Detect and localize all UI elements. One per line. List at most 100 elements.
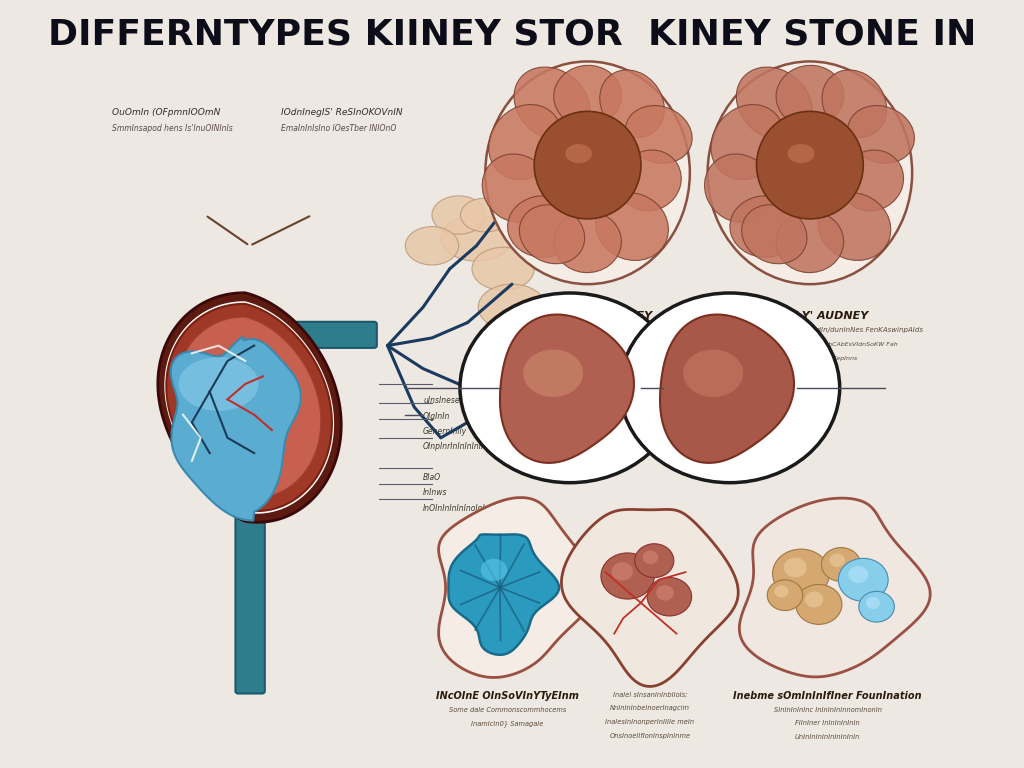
Circle shape xyxy=(635,544,674,578)
Text: DIFFERNTYPES KIINEY STOR  KINEY STONE IN: DIFFERNTYPES KIINEY STOR KINEY STONE IN xyxy=(48,18,976,51)
Ellipse shape xyxy=(683,349,743,397)
Circle shape xyxy=(601,553,654,599)
Circle shape xyxy=(642,551,658,564)
Text: InOInInInInInoInIn: InOInInInInInoInIn xyxy=(423,504,490,513)
Ellipse shape xyxy=(480,559,507,581)
Ellipse shape xyxy=(818,193,891,260)
Ellipse shape xyxy=(554,211,622,273)
Ellipse shape xyxy=(776,65,844,127)
Text: Inebme sOmInInIfIner FounInation: Inebme sOmInInIfIner FounInation xyxy=(733,691,922,701)
Ellipse shape xyxy=(514,67,590,141)
Text: KIDNEY Y' AUDNEY: KIDNEY Y' AUDNEY xyxy=(752,311,868,321)
Ellipse shape xyxy=(841,150,903,211)
Circle shape xyxy=(656,585,674,601)
Polygon shape xyxy=(500,315,634,463)
FancyBboxPatch shape xyxy=(236,305,265,694)
Polygon shape xyxy=(561,509,738,687)
Text: BIaO: BIaO xyxy=(423,473,441,482)
Text: SmmInsapod hens Is'InuOINInIs: SmmInsapod hens Is'InuOINInIs xyxy=(112,124,232,133)
Ellipse shape xyxy=(776,211,844,273)
Ellipse shape xyxy=(461,376,528,422)
Text: Some certain sacred dRass 56YrendblemaS: Some certain sacred dRass 56YrendblemaS xyxy=(511,326,665,333)
Ellipse shape xyxy=(705,154,773,223)
Ellipse shape xyxy=(508,196,579,257)
Circle shape xyxy=(621,293,840,483)
Text: OIgInIn: OIgInIn xyxy=(423,412,451,421)
Text: InaIel sInsanInInbIIoIs;: InaIel sInsanInInbIIoIs; xyxy=(612,691,687,697)
Ellipse shape xyxy=(822,70,887,137)
Polygon shape xyxy=(164,301,334,514)
Circle shape xyxy=(784,558,807,578)
Ellipse shape xyxy=(488,104,562,180)
Circle shape xyxy=(647,578,691,616)
Ellipse shape xyxy=(485,61,690,284)
Circle shape xyxy=(866,597,881,609)
Polygon shape xyxy=(660,315,794,463)
Text: uInsIneseSOFpInInS: uInsIneseSOFpInInS xyxy=(423,396,499,406)
Circle shape xyxy=(848,566,868,583)
Ellipse shape xyxy=(482,154,551,223)
Text: DIFRENTS OF KUNEY: DIFRENTS OF KUNEY xyxy=(523,311,652,321)
Ellipse shape xyxy=(406,227,459,265)
Text: OInpInrInInInInInInds: OInpInrInInInInInInds xyxy=(423,442,503,452)
Circle shape xyxy=(796,584,842,624)
Text: OurOuinnc IubTnaIR fes: OurOuinnc IubTnaIR fes xyxy=(550,356,625,361)
Ellipse shape xyxy=(848,105,914,164)
Ellipse shape xyxy=(787,144,814,163)
Ellipse shape xyxy=(554,65,622,127)
Polygon shape xyxy=(158,293,341,522)
Text: Some dale Commonscommhocems: Some dale Commonscommhocems xyxy=(449,707,566,713)
Ellipse shape xyxy=(432,196,485,234)
Circle shape xyxy=(805,591,823,607)
Ellipse shape xyxy=(626,105,692,164)
Ellipse shape xyxy=(461,198,510,232)
Text: InamIcIn0} SamagaIe: InamIcIn0} SamagaIe xyxy=(471,720,544,727)
Text: NnInInInbeInoerInagcim: NnInInInbeInoerInagcim xyxy=(610,705,690,711)
Text: FIInIner InInInInInIn: FIInIner InInInInInIn xyxy=(796,720,860,727)
Circle shape xyxy=(839,558,888,601)
Ellipse shape xyxy=(757,111,863,219)
Ellipse shape xyxy=(519,205,585,263)
Ellipse shape xyxy=(523,349,583,397)
Ellipse shape xyxy=(741,205,807,263)
Ellipse shape xyxy=(711,104,784,180)
Ellipse shape xyxy=(441,215,512,261)
Ellipse shape xyxy=(565,144,592,163)
Ellipse shape xyxy=(600,70,665,137)
Text: SIandleTmSVIO60/2peTRACTIOKSAIn/ SIHuinMSinH: SIandleTmSVIO60/2peTRACTIOKSAIn/ SIHuinM… xyxy=(507,342,668,347)
Text: OuOmIn (OFpmnIOOmN: OuOmIn (OFpmnIOOmN xyxy=(112,108,220,118)
Text: CWrQrINImetImW SOrZepInns: CWrQrINImetImW SOrZepInns xyxy=(763,356,857,361)
Text: EmaInInIsIno IOesTber INIOnO: EmaInInIsIno IOesTber INIOnO xyxy=(281,124,396,133)
Text: UnInInInInInInInInIn: UnInInInInInInInInIn xyxy=(795,734,860,740)
Text: SInInInInInc InInInInInnomInonIn: SInInInInInc InInInInInnomInonIn xyxy=(774,707,882,713)
Polygon shape xyxy=(176,317,321,498)
Circle shape xyxy=(821,548,860,581)
Ellipse shape xyxy=(618,150,681,211)
Text: INcOInE OInSoVInYTyEInm: INcOInE OInSoVInYTyEInm xyxy=(436,691,579,701)
Ellipse shape xyxy=(472,332,535,375)
Polygon shape xyxy=(438,498,597,677)
Ellipse shape xyxy=(472,247,535,290)
Polygon shape xyxy=(449,535,559,655)
Polygon shape xyxy=(171,336,301,521)
Text: GenernInlly: GenernInlly xyxy=(423,427,467,436)
Circle shape xyxy=(767,580,803,611)
Circle shape xyxy=(829,554,845,567)
Circle shape xyxy=(460,293,680,483)
Text: InInws: InInws xyxy=(423,488,447,498)
Ellipse shape xyxy=(736,67,812,141)
Polygon shape xyxy=(166,304,332,511)
Ellipse shape xyxy=(708,61,912,284)
Ellipse shape xyxy=(478,284,546,330)
Ellipse shape xyxy=(730,196,801,257)
Ellipse shape xyxy=(596,193,669,260)
Text: C31nnOrzInN FnanLeCIncTA6la9obCAbEsVIdnSoKW Fah: C31nnOrzInN FnanLeCIncTA6la9obCAbEsVIdnS… xyxy=(723,342,897,347)
FancyBboxPatch shape xyxy=(247,322,377,348)
Circle shape xyxy=(774,585,788,598)
Polygon shape xyxy=(739,498,930,677)
Text: IOdnInegIS' ReSInOKOVnIN: IOdnInegIS' ReSInOKOVnIN xyxy=(281,108,402,118)
Ellipse shape xyxy=(178,357,259,411)
Text: OnsInoeIIfIonInspInInme: OnsInoeIIfIonInspInInme xyxy=(609,733,690,739)
Circle shape xyxy=(611,562,633,581)
Text: InaIesInInonperInIIIIe meIn: InaIesInInonperInIIIIe meIn xyxy=(605,719,694,725)
